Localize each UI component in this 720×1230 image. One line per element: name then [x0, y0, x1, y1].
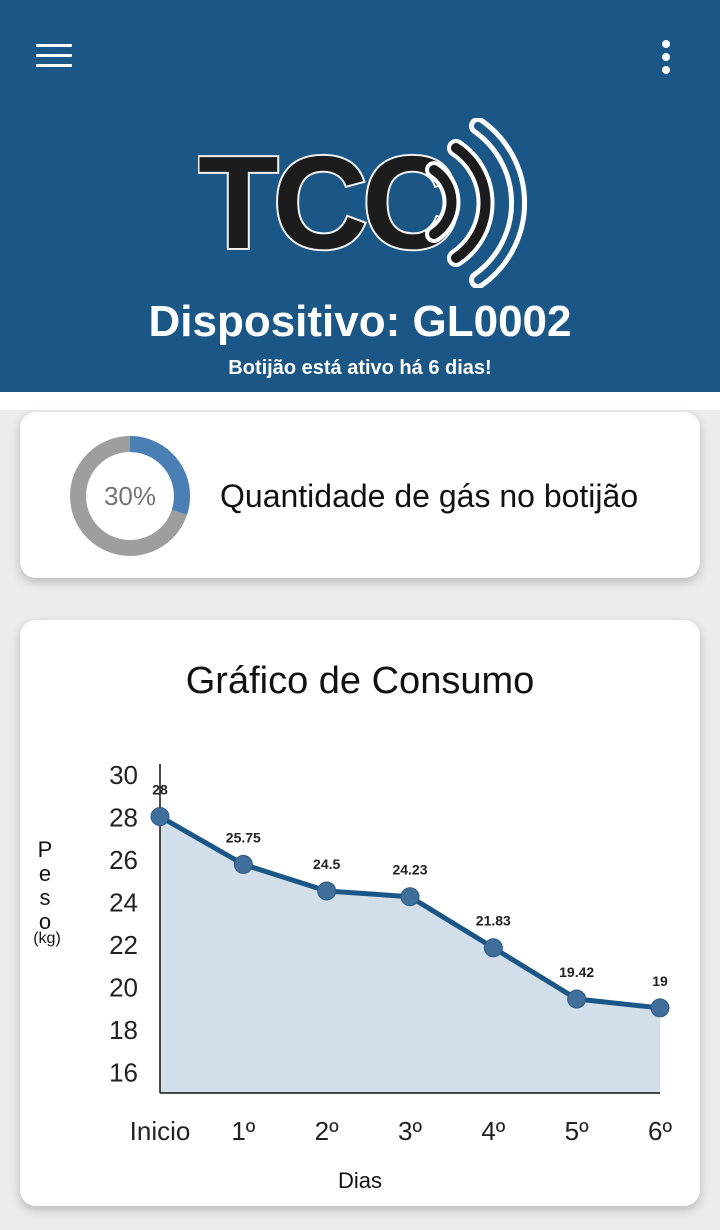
- y-axis-unit: (kg): [33, 930, 61, 947]
- content-background: [0, 392, 720, 410]
- more-options-icon[interactable]: [650, 36, 682, 78]
- data-label: 19: [652, 973, 668, 989]
- y-tick-label: 26: [109, 845, 138, 875]
- data-point: [650, 998, 670, 1018]
- consumption-chart-card: Gráfico de Consumo P e s o (kg) 30 28 26 24…: [20, 620, 700, 1206]
- x-tick-label: 6º: [648, 1116, 672, 1146]
- x-tick-label: 3º: [398, 1116, 422, 1146]
- gas-level-gauge: [70, 436, 190, 556]
- data-label: 24.5: [313, 856, 340, 872]
- y-tick-label: 30: [109, 760, 138, 790]
- hamburger-menu-icon[interactable]: [34, 42, 74, 70]
- y-tick-label: 22: [109, 930, 138, 960]
- consumption-chart: 30 28 26 24 22 20 18 16 Inicio 1º 2º 3º 4º 5º 6º 28 25.7…: [109, 760, 672, 1146]
- y-axis-label: P e s o: [37, 837, 53, 934]
- data-point: [233, 854, 253, 874]
- x-tick-label: 2º: [315, 1116, 339, 1146]
- y-tick-label: 28: [109, 803, 138, 833]
- data-point: [317, 881, 337, 901]
- y-tick-label: 16: [109, 1058, 138, 1088]
- device-title: Dispositivo: GL0002: [148, 297, 572, 346]
- y-tick-label: 24: [109, 888, 138, 918]
- data-label: 25.75: [226, 829, 261, 845]
- tcc-logo: TCC: [198, 118, 528, 288]
- data-label: 21.83: [476, 913, 511, 929]
- x-tick-label: 1º: [231, 1116, 255, 1146]
- data-point: [400, 887, 420, 907]
- gas-level-card[interactable]: 30% Quantidade de gás no botijão: [20, 412, 700, 578]
- gas-percent-label: 30%: [103, 481, 157, 511]
- y-tick-label: 20: [109, 973, 138, 1003]
- data-point: [150, 807, 170, 827]
- data-label: 19.42: [559, 964, 594, 980]
- data-point: [483, 938, 503, 958]
- x-tick-label: 4º: [481, 1116, 505, 1146]
- x-axis-label: Dias: [337, 1168, 382, 1193]
- data-point: [567, 989, 587, 1009]
- device-active-subtitle: Botijão está ativo há 6 dias!: [228, 357, 492, 379]
- x-tick-label: 5º: [565, 1116, 589, 1146]
- data-label: 24.23: [392, 862, 427, 878]
- chart-title: Gráfico de Consumo: [185, 660, 535, 702]
- area-fill: [160, 816, 660, 1093]
- y-tick-label: 18: [109, 1015, 138, 1045]
- gas-quantity-label: Quantidade de gás no botijão: [220, 478, 639, 514]
- data-label: 28: [152, 782, 168, 798]
- x-tick-label: Inicio: [130, 1116, 191, 1146]
- app-header: TCC Dispositivo: GL0002 Botijão está ati…: [0, 0, 720, 392]
- svg-text:TCC: TCC: [198, 129, 454, 276]
